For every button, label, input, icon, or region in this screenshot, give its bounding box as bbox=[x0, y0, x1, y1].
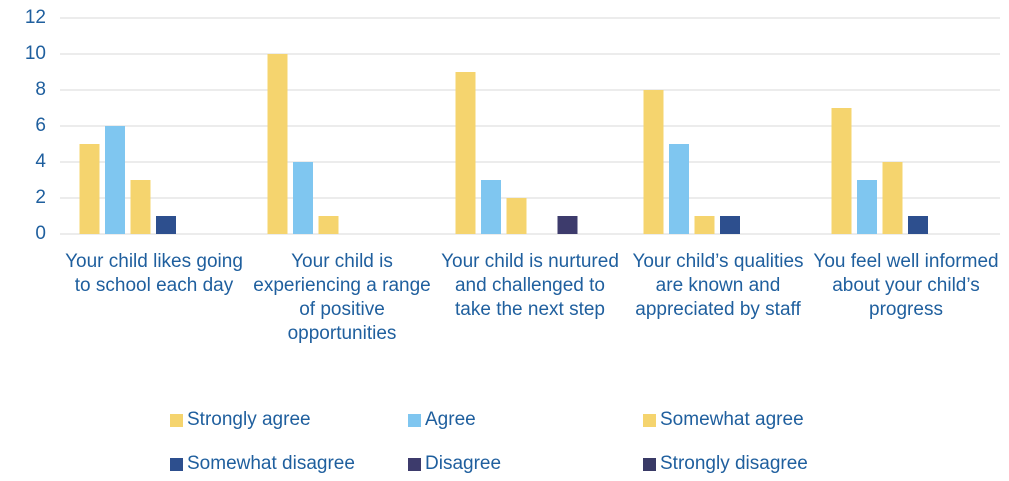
bar bbox=[643, 90, 664, 234]
y-tick-label: 10 bbox=[25, 43, 46, 64]
legend-item: Agree bbox=[408, 408, 643, 432]
x-tick-label: You feel well informed about your child’… bbox=[813, 251, 999, 320]
y-tick-label: 6 bbox=[35, 115, 46, 136]
bar bbox=[455, 72, 476, 234]
bar bbox=[882, 162, 903, 234]
legend-swatch bbox=[170, 413, 183, 427]
legend-swatch bbox=[408, 457, 421, 471]
bar bbox=[831, 108, 852, 234]
legend-swatch bbox=[408, 413, 421, 427]
bar bbox=[908, 216, 928, 234]
x-tick-label: Your child likes going to school each da… bbox=[65, 251, 243, 296]
y-tick-label: 0 bbox=[35, 223, 46, 244]
x-tick-label: Your child’s qualities are known and app… bbox=[632, 251, 804, 320]
legend: Strongly agree Agree Somewhat agree Somewha… bbox=[170, 408, 890, 476]
legend-label: Somewhat agree bbox=[660, 409, 804, 430]
legend-item: Strongly agree bbox=[170, 408, 408, 432]
bar bbox=[481, 180, 501, 234]
bar bbox=[720, 216, 740, 234]
bar bbox=[557, 216, 578, 234]
legend-label: Strongly agree bbox=[187, 409, 311, 430]
legend-item: Somewhat disagree bbox=[170, 452, 408, 476]
bar bbox=[130, 180, 151, 234]
legend-label: Agree bbox=[425, 409, 476, 430]
legend-swatch bbox=[643, 413, 656, 427]
legend-label: Somewhat disagree bbox=[187, 453, 355, 474]
bar bbox=[857, 180, 877, 234]
y-tick-label: 4 bbox=[35, 151, 46, 172]
bar bbox=[506, 198, 527, 234]
x-tick-label: Your child is nurtured and challenged to… bbox=[441, 251, 619, 320]
y-tick-label: 8 bbox=[35, 79, 46, 100]
y-tick-label: 2 bbox=[35, 187, 46, 208]
bar bbox=[669, 144, 689, 234]
bar bbox=[694, 216, 715, 234]
legend-label: Strongly disagree bbox=[660, 453, 808, 474]
bar bbox=[293, 162, 313, 234]
bar bbox=[156, 216, 176, 234]
legend-item: Disagree bbox=[408, 452, 643, 476]
x-tick-label: Your child is experiencing a range of po… bbox=[253, 251, 431, 344]
bar bbox=[105, 126, 125, 234]
y-tick-label: 12 bbox=[25, 7, 46, 28]
legend-swatch bbox=[170, 457, 183, 471]
legend-swatch bbox=[643, 457, 656, 471]
legend-item: Strongly disagree bbox=[643, 452, 883, 476]
bar bbox=[318, 216, 339, 234]
legend-item: Somewhat agree bbox=[643, 408, 883, 432]
bar bbox=[79, 144, 100, 234]
bar bbox=[267, 54, 288, 234]
legend-label: Disagree bbox=[425, 453, 502, 474]
